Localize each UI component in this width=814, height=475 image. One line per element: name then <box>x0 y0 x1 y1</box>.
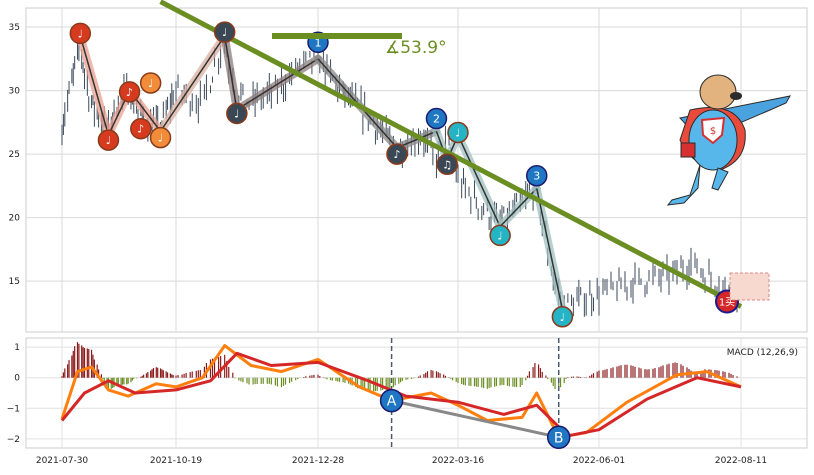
note-marker-icon <box>386 143 408 165</box>
mascot-head-icon <box>699 74 737 110</box>
price-y-tick-label: 25 <box>9 150 20 160</box>
buy-zone-box <box>729 272 770 301</box>
mascot-leg2-icon <box>711 167 729 191</box>
x-tick-label: 2021-12-28 <box>292 456 345 466</box>
wave-segment-thin <box>536 188 564 310</box>
wave-segment-thin <box>79 35 110 136</box>
price-y-tick-label: 35 <box>9 23 20 33</box>
macd-y-tick-label: −1 <box>7 404 20 414</box>
macd-lines <box>60 344 742 439</box>
note-marker-glyph: ♪ <box>126 86 133 99</box>
macd-line-dea <box>60 351 742 438</box>
wave-segment-thin <box>236 58 319 111</box>
note-marker-glyph: ♩ <box>234 107 239 120</box>
mascot-shield-icon <box>700 116 726 145</box>
mascot-leg-icon <box>666 164 701 206</box>
note-marker-glyph: ♫ <box>442 158 452 171</box>
angle-label: ∡53.9° <box>385 38 447 58</box>
divergence-point-label: A <box>387 394 397 410</box>
superhero-dog-mascot: $ <box>666 74 791 206</box>
wave-segment-thin <box>223 35 238 110</box>
divergence-point-badge <box>379 388 404 413</box>
divergence-point-badge <box>546 425 571 450</box>
note-marker-icon <box>436 153 458 176</box>
wave-number-label: 1 <box>315 36 322 49</box>
note-marker-icon <box>130 117 152 140</box>
wave-number-label: 3 <box>533 170 540 183</box>
wave-segment-thin <box>457 134 501 227</box>
wave-number-label: 2 <box>433 113 440 126</box>
macd-panel <box>25 337 808 449</box>
wave-number-badge <box>425 107 448 130</box>
mascot-boot-icon <box>680 142 696 158</box>
macd-legend: MACD (12,26,9) <box>727 348 798 358</box>
macd-y-tick-label: 0 <box>14 374 20 384</box>
note-marker-glyph: ♩ <box>106 134 111 147</box>
note-marker-icon <box>489 224 511 247</box>
note-marker-glyph: ♪ <box>393 148 400 161</box>
x-tick-label: 2021-07-30 <box>36 456 89 466</box>
note-marker-glyph: ♩ <box>455 127 460 140</box>
mascot-badge: $ <box>710 126 716 137</box>
macd-y-tick-label: −2 <box>7 435 20 445</box>
note-marker-icon <box>139 72 162 94</box>
wave-number-badge <box>525 164 548 187</box>
note-marker-glyph: ♩ <box>560 311 565 324</box>
note-marker-glyph: ♩ <box>158 132 163 145</box>
note-marker-glyph: ♩ <box>78 27 83 40</box>
trend-line-group <box>159 0 743 309</box>
price-y-tick-label: 20 <box>9 214 21 224</box>
price-y-tick-labels: 15 20 25 30 35 <box>9 23 21 287</box>
note-marker-icon <box>69 22 92 45</box>
macd-y-tick-labels: 1 0 −1 −2 <box>7 343 21 445</box>
price-y-tick-label: 15 <box>9 277 20 287</box>
note-marker-icon <box>149 126 172 149</box>
wave-segment-thin <box>159 35 226 132</box>
note-marker-glyph: ♩ <box>148 77 153 90</box>
price-gridlines <box>26 8 807 332</box>
wave-segment-thin <box>396 130 437 149</box>
mascot-nose-icon <box>730 92 742 100</box>
note-marker-icon <box>226 102 248 125</box>
note-marker-icon <box>551 306 574 328</box>
note-marker-glyph: ♩ <box>222 26 227 39</box>
macd-divergence-markers: AB <box>379 388 571 450</box>
x-tick-label: 2022-06-01 <box>573 456 625 466</box>
x-tick-label: 2021-10-19 <box>150 456 203 466</box>
price-y-tick-label: 30 <box>9 87 21 97</box>
note-marker-icon <box>97 129 120 151</box>
macd-y-tick-label: 1 <box>14 343 20 353</box>
note-marker-glyph: ♩ <box>498 229 503 242</box>
divergence-point-label: B <box>554 430 564 446</box>
x-tick-labels: 2021-07-30 2021-10-19 2021-12-28 2022-03-16… <box>36 456 767 466</box>
x-tick-label: 2022-08-11 <box>715 456 767 466</box>
note-marker-icon <box>118 81 141 103</box>
note-marker-icon <box>213 21 236 43</box>
note-marker-glyph: ♪ <box>137 123 144 136</box>
trend-line <box>159 0 743 309</box>
divergence-connector <box>391 399 560 439</box>
note-marker-icon <box>447 121 469 144</box>
x-tick-label: 2022-03-16 <box>432 456 485 466</box>
